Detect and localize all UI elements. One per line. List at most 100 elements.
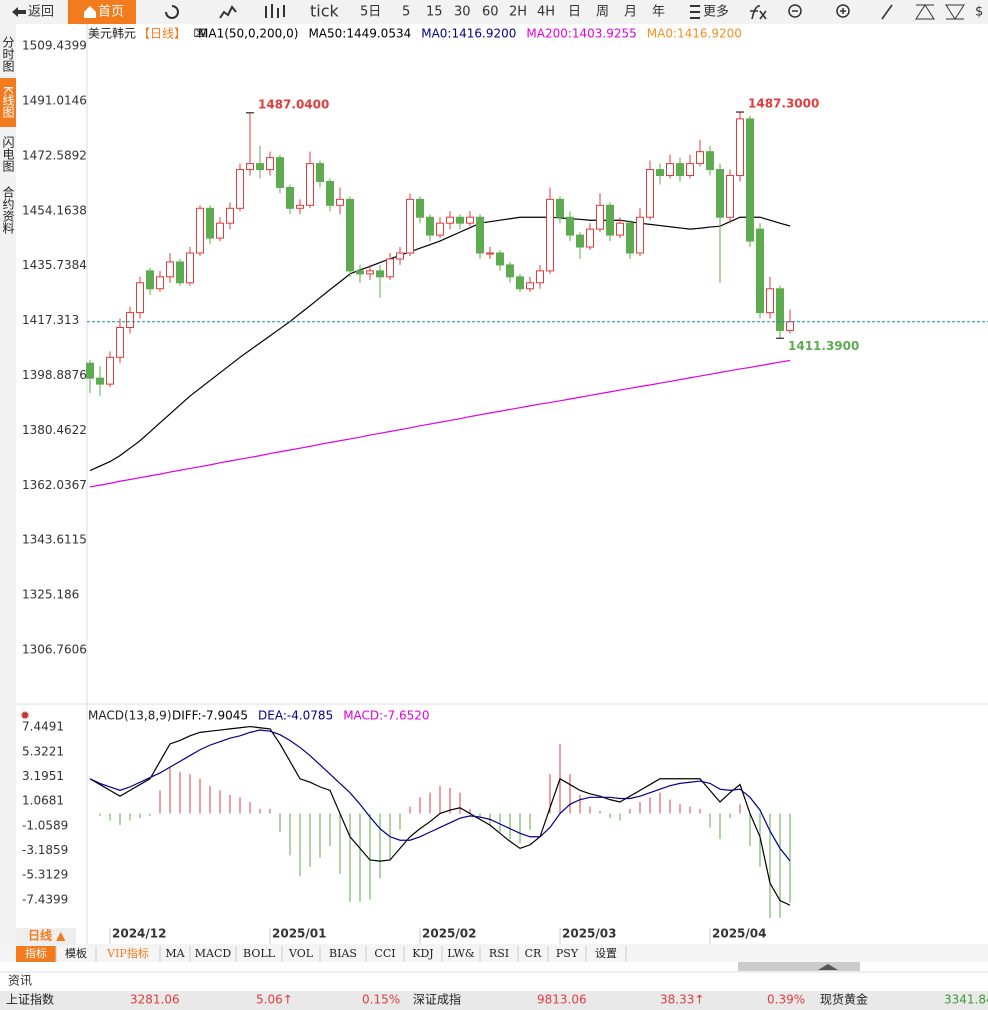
candle-body: [346, 198, 354, 272]
candle-body: [736, 118, 744, 177]
scrollbar[interactable]: [738, 962, 860, 971]
chart-title: 美元韩元: [88, 26, 136, 41]
candle-body: [596, 204, 604, 230]
candle-body: [306, 163, 314, 206]
candle-body: [646, 169, 654, 218]
candle-body: [436, 222, 444, 236]
indicator-tab[interactable]: VOL: [288, 947, 314, 960]
candle-body: [656, 169, 664, 177]
zoom-out[interactable]: [788, 4, 802, 18]
indicator-tab[interactable]: MACD: [195, 947, 232, 960]
legend-item: MACD:-7.6520: [343, 709, 429, 723]
candle-body: [576, 234, 584, 248]
ticker-item: 5.06↑: [256, 993, 293, 1007]
indicator-tab[interactable]: 设置: [595, 947, 617, 960]
tri-up-icon[interactable]: [915, 4, 935, 20]
legend-item: MA200:1403.9255: [526, 27, 636, 41]
indicator-tab[interactable]: VIP指标: [106, 946, 149, 960]
period-button[interactable]: 2H: [509, 5, 527, 20]
period-button[interactable]: 15: [426, 5, 443, 20]
home-tab[interactable]: [68, 0, 136, 24]
indicator-tab[interactable]: CCI: [374, 947, 395, 960]
ticker-item[interactable]: 现货黄金: [820, 992, 868, 1007]
candle-body: [526, 282, 534, 290]
line-icon[interactable]: [219, 5, 237, 19]
indicator-tab[interactable]: BIAS: [329, 947, 357, 960]
sidebar-tab[interactable]: K线图: [1, 86, 15, 118]
y-tick-label: 1417.313: [22, 313, 79, 327]
indicator-tab[interactable]: CR: [525, 947, 542, 960]
candle-body: [626, 222, 634, 254]
period-button[interactable]: 60: [482, 5, 499, 20]
y-tick-label: 1306.7606: [22, 643, 87, 657]
candle-body: [336, 198, 344, 206]
indicator-tab[interactable]: 指标: [25, 946, 47, 960]
indicator-tab[interactable]: BOLL: [243, 947, 276, 960]
period-button[interactable]: 周: [596, 5, 609, 20]
candle-body: [536, 270, 544, 284]
ma-line: [89, 216, 791, 472]
back-button[interactable]: 返回: [28, 5, 54, 20]
period-button[interactable]: 5日: [360, 5, 381, 20]
candle-body: [176, 261, 184, 284]
indicator-tab[interactable]: RSI: [489, 947, 509, 960]
candle-body: [506, 264, 514, 278]
refresh-icon[interactable]: [165, 5, 179, 19]
period-selector[interactable]: 日线 ▲: [28, 928, 66, 943]
zoom-in[interactable]: [836, 4, 850, 18]
sidebar-tab[interactable]: 闪电图: [1, 136, 15, 172]
menu-icon: [690, 11, 700, 13]
news-label[interactable]: 资讯: [8, 974, 32, 988]
more-button[interactable]: 更多: [703, 4, 729, 20]
tri-down-icon[interactable]: [945, 4, 965, 20]
period-bg: [16, 928, 76, 945]
sidebar-tab[interactable]: 合约资料: [1, 185, 15, 234]
indicator-tab[interactable]: MA: [165, 947, 185, 960]
candle-body: [446, 216, 454, 224]
candle-icon[interactable]: [265, 4, 285, 18]
candle-body: [366, 270, 374, 275]
period-button[interactable]: 30: [454, 5, 471, 20]
legend-item: DIFF:-7.9045: [172, 709, 248, 723]
candle-body: [186, 252, 194, 284]
x-tick-label: 2025/04: [712, 927, 766, 941]
candle-body: [326, 180, 334, 206]
period-button[interactable]: 月: [624, 5, 637, 20]
candle-body: [666, 163, 674, 177]
sidebar-active: [0, 78, 16, 127]
period-button[interactable]: tick: [310, 2, 340, 21]
back-icon: [12, 7, 26, 17]
ticker-item[interactable]: 上证指数: [6, 992, 54, 1007]
y-tick-label: 7.4491: [22, 720, 64, 734]
y-tick-label: -1.0589: [22, 818, 68, 832]
settings-icon: ✹: [20, 709, 30, 723]
candle-body: [126, 312, 134, 328]
ticker-item: 3281.06: [130, 993, 180, 1007]
dollar-icon[interactable]: $: [975, 5, 983, 20]
indicator-tab[interactable]: LW&: [447, 947, 475, 960]
scroll-arrow: [818, 964, 838, 970]
period-button[interactable]: 年: [652, 5, 665, 20]
indicator-tab[interactable]: 模板: [65, 946, 87, 960]
sidebar-tab[interactable]: 分时图: [1, 36, 15, 72]
extreme-label: 1411.3900: [788, 339, 859, 353]
candle-body: [556, 198, 564, 218]
candle-body: [786, 321, 794, 331]
home-button[interactable]: 首页: [98, 5, 124, 20]
fx-icon[interactable]: [750, 5, 767, 20]
legend-item: MA0:1416.9200: [421, 27, 516, 41]
y-tick-label: 1509.4399: [22, 39, 87, 53]
candle-body: [746, 118, 754, 242]
indicator-tab[interactable]: KDJ: [412, 947, 433, 960]
candle-body: [426, 216, 434, 236]
indicator-tab[interactable]: PSY: [556, 947, 579, 960]
period-button[interactable]: 4H: [537, 5, 555, 20]
ticker-item[interactable]: 深证成指: [413, 992, 461, 1007]
ticker-item: 38.33↑: [660, 993, 704, 1007]
period-button[interactable]: 日: [568, 5, 581, 20]
candle-body: [636, 216, 644, 254]
candle-body: [716, 169, 724, 218]
draw-line-icon[interactable]: [881, 4, 893, 20]
period-button[interactable]: 5: [402, 5, 410, 20]
